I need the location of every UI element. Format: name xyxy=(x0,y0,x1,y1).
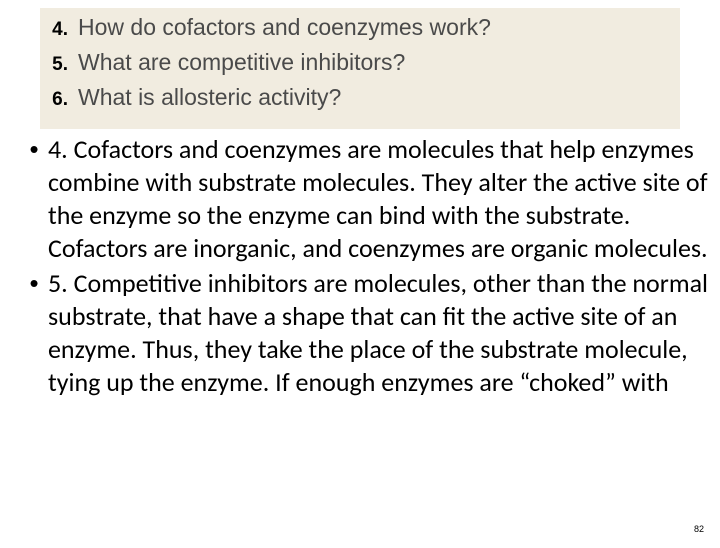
question-text: What is allosteric activity? xyxy=(78,84,341,111)
bullet-icon: • xyxy=(20,267,48,399)
question-row: 6. What is allosteric activity? xyxy=(44,84,676,111)
answer-text: 4. Cofactors and coenzymes are molecules… xyxy=(48,133,712,265)
questions-box: 4. How do cofactors and coenzymes work? … xyxy=(40,8,680,129)
question-row: 4. How do cofactors and coenzymes work? xyxy=(44,14,676,41)
question-row: 5. What are competitive inhibitors? xyxy=(44,49,676,76)
question-text: What are competitive inhibitors? xyxy=(78,49,405,76)
answer-item: • 5. Competitive inhibitors are molecule… xyxy=(20,267,712,399)
answers-section: • 4. Cofactors and coenzymes are molecul… xyxy=(0,129,720,399)
question-number: 6. xyxy=(44,89,78,111)
answer-item: • 4. Cofactors and coenzymes are molecul… xyxy=(20,133,712,265)
question-number: 5. xyxy=(44,54,78,76)
answer-text: 5. Competitive inhibitors are molecules,… xyxy=(48,267,712,399)
page-number: 82 xyxy=(694,524,704,534)
question-number: 4. xyxy=(44,19,78,41)
bullet-icon: • xyxy=(20,133,48,265)
question-text: How do cofactors and coenzymes work? xyxy=(78,14,491,41)
